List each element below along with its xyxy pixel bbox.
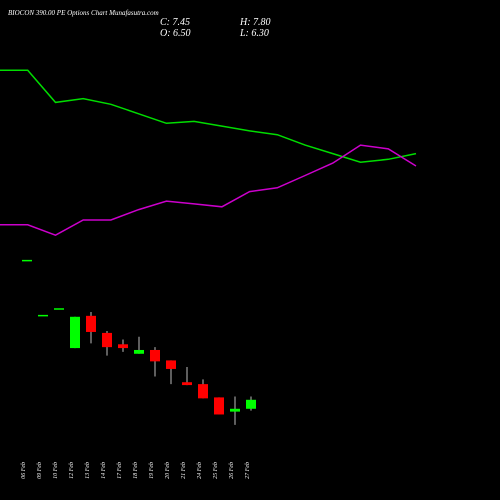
x-tick-label: 18 Feb xyxy=(133,462,139,479)
x-tick-label: 21 Feb xyxy=(181,462,187,479)
x-tick-label: 24 Feb xyxy=(196,462,203,479)
candle-body xyxy=(118,344,128,349)
x-tick-label: 25 Feb xyxy=(213,462,219,479)
x-tick-label: 13 Feb xyxy=(85,462,91,479)
candle-body xyxy=(38,314,48,317)
header-high: H: 7.80 xyxy=(239,17,271,28)
x-tick-label: 27 Feb xyxy=(245,462,251,479)
candle-body xyxy=(102,332,112,348)
candle-body xyxy=(134,349,144,354)
x-tick-label: 12 Feb xyxy=(69,462,75,479)
candle-body xyxy=(198,384,208,399)
x-tick-label: 19 Feb xyxy=(149,462,155,479)
candle-body xyxy=(22,259,32,262)
x-tick-label: 17 Feb xyxy=(117,462,123,479)
candle-body xyxy=(150,349,160,362)
x-tick-label: 10 Feb xyxy=(53,462,59,479)
candle-body xyxy=(214,397,224,415)
candle-body xyxy=(54,308,64,310)
header-low: L: 6.30 xyxy=(239,28,269,39)
header-close: C: 7.45 xyxy=(160,17,190,28)
candle-body xyxy=(230,408,240,412)
x-tick-label: 06 Feb xyxy=(21,462,27,479)
x-tick-label: 20 Feb xyxy=(165,462,171,479)
indicator-line xyxy=(0,144,417,237)
candle-body xyxy=(166,360,176,369)
x-tick-label: 14 Feb xyxy=(100,462,107,479)
candle-body xyxy=(70,316,80,349)
header-open: O: 6.50 xyxy=(160,28,191,39)
candle-body xyxy=(246,399,256,409)
x-tick-label: 09 Feb xyxy=(37,462,43,479)
indicator-line xyxy=(0,69,417,163)
x-tick-label: 26 Feb xyxy=(229,462,235,479)
candle-body xyxy=(86,315,96,332)
candle-body xyxy=(182,382,192,386)
chart-title: BIOCON 390.00 PE Options Chart Munafasut… xyxy=(8,9,159,17)
